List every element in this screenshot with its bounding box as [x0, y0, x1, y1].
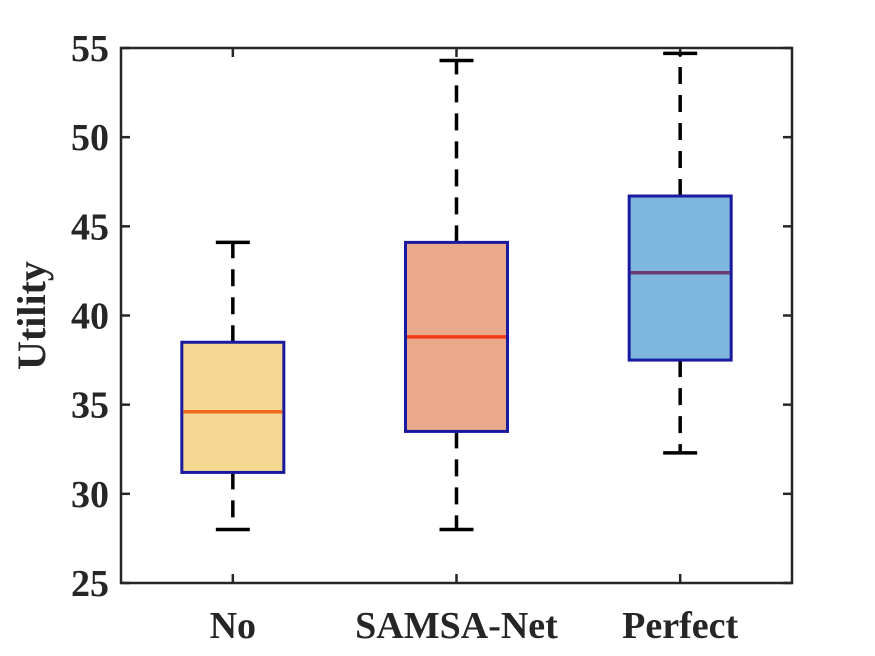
x-tick-label: SAMSA-Net [355, 605, 558, 647]
iqr-box [627, 194, 733, 362]
plot-frame [119, 46, 794, 585]
x-tick-label: No [210, 605, 256, 647]
x-axis-tick-labels: No SAMSA-Net Perfect [210, 605, 739, 647]
y-tick-label: 50 [71, 117, 109, 159]
y-tick-label: 30 [71, 474, 109, 516]
box-samsa-net [404, 58, 509, 532]
box-perfect [627, 51, 733, 455]
box-no [180, 240, 286, 532]
y-tick-label: 40 [71, 296, 109, 338]
x-tick-label: Perfect [622, 605, 738, 647]
y-tick-label: 55 [71, 28, 109, 70]
iqr-box [180, 340, 286, 474]
box-group [180, 51, 733, 532]
y-axis-label: Utility [9, 261, 54, 370]
y-tick-label: 45 [71, 206, 109, 248]
y-axis-tick-labels: 25 30 35 40 45 50 55 [71, 28, 109, 605]
y-tick-label: 25 [71, 563, 109, 605]
y-tick-label: 35 [71, 385, 109, 427]
